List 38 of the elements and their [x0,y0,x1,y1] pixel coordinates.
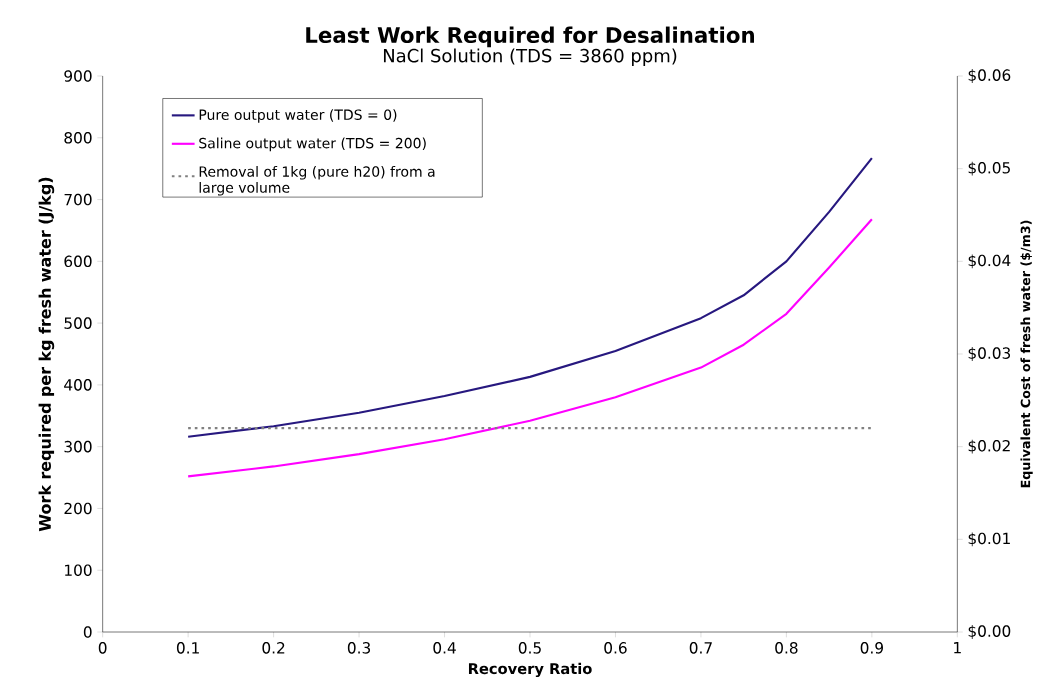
x-tick-label: 1 [954,642,961,654]
x-axis-title: Recovery Ratio [468,662,592,678]
y-tick-label: 300 [64,440,92,453]
x-tick-label: 0.2 [262,642,285,654]
y-tick-label: 0 [83,626,92,638]
x-tick-label: 0.4 [433,642,456,654]
y-tick-label: 200 [64,502,92,515]
legend-label: Saline output water (TDS = 200) [199,137,426,152]
chart-subtitle: NaCl Solution (TDS = 3860 ppm) [383,48,677,66]
y2-tick-label: $0.02 [968,439,1010,454]
y2-tick-label: $0.03 [968,347,1011,361]
legend-label: Removal of 1kg (pure h20) from a large volume [199,166,435,196]
y-tick-label: 400 [64,379,92,391]
y-tick-label: 100 [65,564,92,577]
x-tick-label: 0.9 [860,642,883,654]
chart-title: Least Work Required for Desalination [306,26,754,48]
legend-label: Pure output water (TDS = 0) [199,109,397,123]
y-tick-label: 500 [64,317,92,329]
y2-axis-title: Equivalent Cost of fresh water ($/m3) [1020,220,1033,488]
line-series [187,157,873,438]
x-tick-label: 0.3 [347,642,371,654]
y2-tick-label: $0.06 [968,69,1011,83]
y2-tick-label: $0.00 [968,625,1011,639]
y-axis-title: Work required per kg fresh water (J/kg) [38,177,55,532]
y-tick-label: 800 [64,131,92,144]
x-tick-label: 0.5 [518,642,541,654]
y2-tick-label: $0.04 [968,254,1011,269]
y-tick-label: 900 [64,70,92,82]
y2-tick-label: $0.01 [968,532,1010,547]
x-tick-label: 0.8 [775,642,798,654]
x-tick-label: 0.6 [604,642,627,654]
x-tick-label: 0.7 [689,642,712,654]
x-tick-label: 0.1 [176,642,199,654]
y-tick-label: 700 [64,193,92,206]
y-tick-label: 600 [64,255,92,268]
y2-tick-label: $0.05 [968,161,1010,176]
line-series [187,218,873,478]
x-tick-label: 0 [98,642,107,654]
